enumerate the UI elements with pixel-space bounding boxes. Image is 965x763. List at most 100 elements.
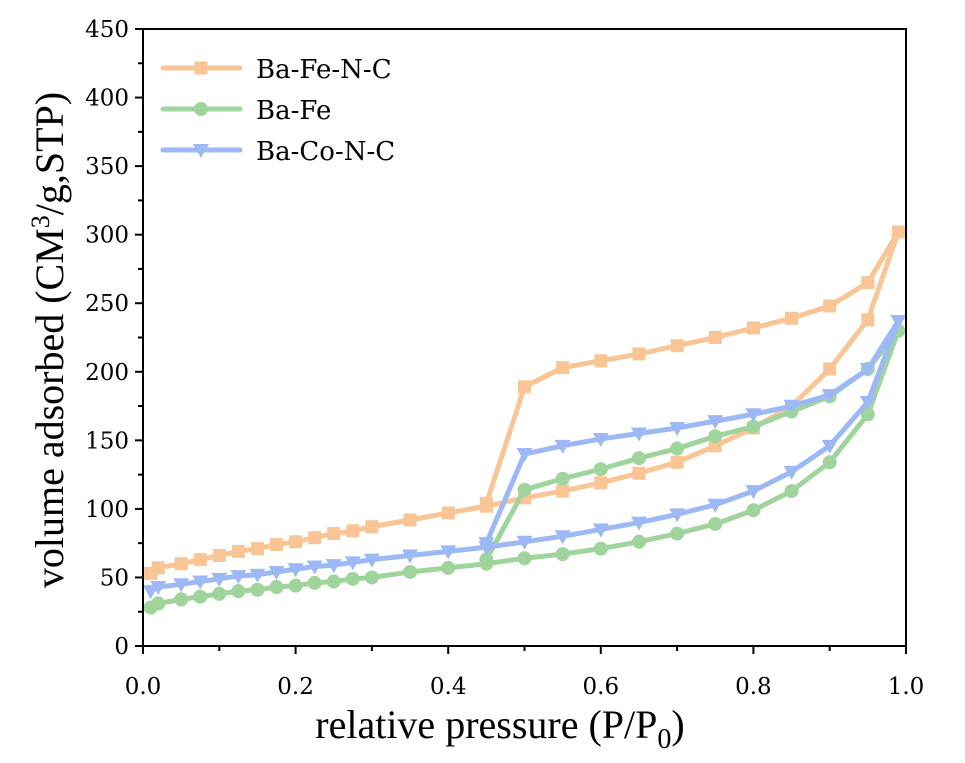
data-point [193,589,208,604]
data-point [823,299,837,313]
series-layer [142,225,907,615]
data-point [785,311,799,325]
y-tick-label: 400 [85,86,129,112]
data-point [327,527,341,541]
y-axis-title-superscript: 3 [26,215,55,228]
y-tick-label: 150 [85,428,129,454]
data-point [440,545,457,560]
data-point [859,395,876,410]
data-point [594,354,608,368]
y-tick-label: 200 [85,360,129,386]
data-point [859,363,876,378]
y-tick-label: 350 [85,154,129,180]
data-point [441,506,455,520]
data-point [151,596,166,611]
data-point [230,570,247,585]
data-point [670,441,685,456]
data-point [669,508,686,523]
data-point [708,331,722,344]
data-point [745,408,762,423]
y-axis-title-end: /g,STP) [27,92,72,215]
data-point [231,584,246,599]
data-point [556,484,570,498]
x-tick-label: 0.8 [735,674,772,700]
data-point [365,520,379,534]
data-point [890,315,907,330]
legend: Ba-Fe-N-C Ba-Fe Ba-Co-N-C [160,55,395,167]
data-point [517,482,532,497]
data-point [364,570,379,585]
data-point [250,582,265,597]
data-point [268,565,285,580]
data-point [593,462,608,477]
data-point [325,559,342,574]
data-point [669,421,686,436]
y-axis-title-main: volume adsorbed (CM [27,228,72,588]
data-point [745,485,762,500]
x-axis-title-subscript: 0 [657,724,671,755]
data-point [212,586,227,601]
data-point [402,549,419,564]
data-point [192,575,209,590]
data-point [231,544,245,558]
x-axis-ticks: 0.0 0.2 0.4 0.6 0.8 1.0 [125,646,925,700]
data-point [784,484,799,499]
data-point [555,471,570,486]
y-tick-label: 450 [85,17,129,43]
data-point [631,534,646,549]
data-point [860,407,875,422]
data-point [151,561,165,575]
data-point [150,581,167,596]
data-point [783,400,800,415]
data-point [593,541,608,556]
data-point [516,448,533,463]
data-point [307,575,322,590]
y-axis-ticks: 0 50 100 150 200 250 300 350 400 450 [85,17,143,660]
data-point [363,553,380,568]
series-ba-co-n-c [142,315,907,600]
y-axis-title: volume adsorbed (CM3/g,STP) [26,92,72,588]
data-point [632,466,646,480]
data-point [708,439,722,453]
data-point [861,276,875,290]
y-tick-label: 300 [85,223,129,249]
data-point [212,549,226,563]
data-point [861,313,875,327]
x-tick-label: 0.2 [277,674,314,700]
data-point [746,503,761,518]
data-point [707,498,724,513]
x-axis-title-end: ) [671,702,684,747]
data-point [478,537,495,552]
data-point [592,432,609,447]
data-point [211,572,228,587]
data-point [670,455,684,469]
data-point [891,225,905,239]
x-tick-label: 1.0 [888,674,925,700]
y-tick-label: 250 [85,291,129,317]
x-axis-title-main: relative pressure (P/P [315,702,657,747]
y-tick-label: 50 [100,565,129,591]
data-point [269,580,284,595]
data-point [632,347,646,361]
legend-label: Ba-Fe-N-C [256,55,392,85]
data-point [270,538,284,552]
data-point [441,560,456,575]
data-point [250,542,264,556]
data-point [630,516,647,531]
legend-marker [194,102,208,116]
y-tick-label: 0 [114,634,129,660]
data-point [746,419,761,434]
data-point [287,563,304,578]
data-point [631,451,646,466]
data-point [554,530,571,545]
data-point [670,339,684,353]
data-point [555,547,570,562]
series-ba-fe [143,323,906,615]
data-point [630,427,647,442]
data-point [594,476,608,490]
data-point [823,362,837,376]
data-point [783,465,800,480]
y-tick-label: 100 [85,497,129,523]
legend-label: Ba-Co-N-C [256,137,395,167]
